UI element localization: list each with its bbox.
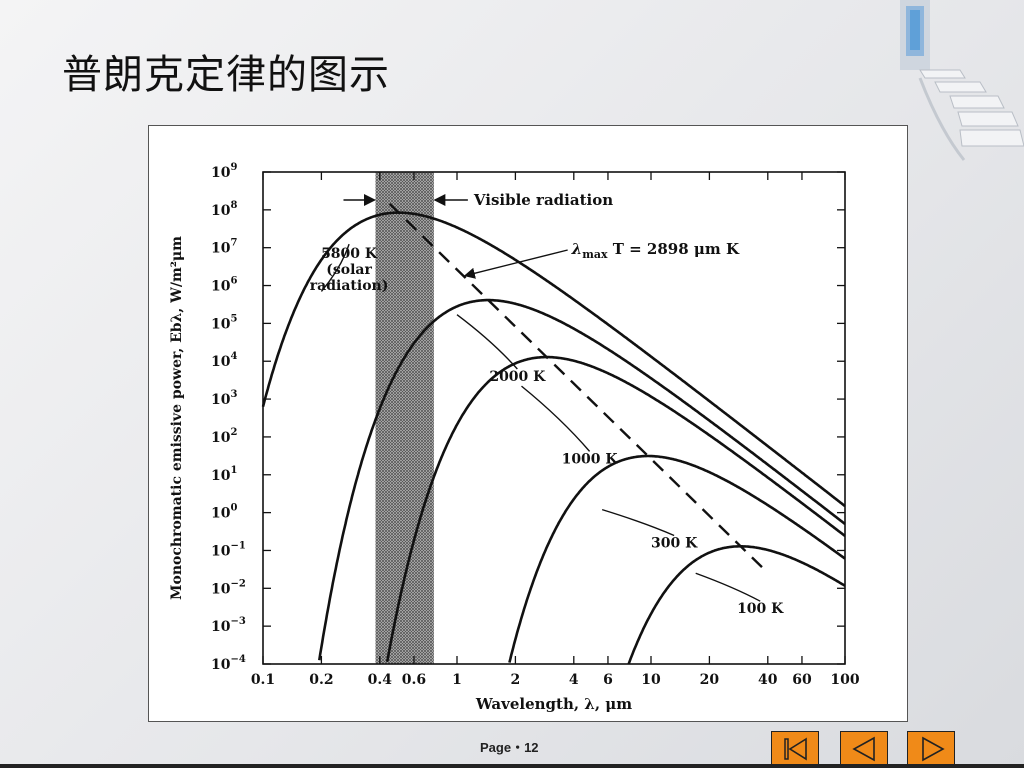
y-tick-label: 101	[211, 465, 237, 484]
y-tick-label: 104	[211, 351, 237, 370]
x-tick-label: 0.4	[368, 672, 393, 688]
x-tick-label: 0.2	[309, 672, 333, 688]
planck-chart: Visible radiation λmax T = 2898 μm K 580…	[148, 125, 908, 722]
label-leader	[456, 314, 518, 370]
y-tick-label: 10−3	[211, 616, 246, 635]
curve-label: 2000 K	[489, 369, 546, 385]
x-tick-label: 1	[452, 672, 462, 688]
x-tick-label: 2	[511, 672, 521, 688]
axis-ticks	[262, 171, 846, 665]
svg-text:λmax T = 2898 μm K: λmax T = 2898 μm K	[571, 240, 740, 261]
y-tick-label: 105	[211, 313, 237, 332]
previous-slide-button[interactable]	[840, 731, 888, 765]
y-tick-label: 100	[211, 503, 237, 522]
planck-chart-svg: Visible radiation λmax T = 2898 μm K 580…	[169, 162, 860, 713]
curve-label: 1000 K	[562, 451, 619, 467]
max-line-leader	[463, 249, 568, 279]
x-tick-label: 20	[700, 672, 720, 688]
curve-1000k	[385, 355, 846, 663]
staircase-decoration	[900, 0, 1024, 161]
curve-5800k	[261, 211, 846, 508]
curve-label: 300 K	[651, 535, 698, 551]
x-tick-label: 6	[603, 672, 613, 688]
y-tick-label: 107	[211, 238, 237, 257]
y-tick-label: 106	[211, 276, 237, 295]
plot-frame	[262, 171, 846, 665]
first-slide-icon	[784, 737, 807, 761]
x-tick-label: 0.6	[402, 672, 426, 688]
previous-slide-icon	[852, 736, 875, 762]
curve-label: 100 K	[737, 601, 784, 617]
y-tick-label: 10−2	[211, 578, 246, 597]
curve-2000k	[318, 298, 846, 661]
visible-radiation-label: Visible radiation	[473, 191, 613, 209]
next-slide-icon	[922, 736, 945, 762]
curves-group	[261, 211, 846, 665]
x-tick-labels: 0.1 0.2 0.4 0.6 1 2 4 6 10 20 40 60 100	[251, 672, 860, 688]
label-leader	[320, 243, 350, 292]
y-tick-labels: 109 108 107 106 105 104 103 102 101 100 10−1 10−2 10…	[211, 162, 246, 673]
curve-label: 5800 K	[321, 246, 378, 262]
visible-band	[375, 172, 434, 664]
wien-max-line	[388, 203, 769, 574]
label-leader	[601, 508, 675, 537]
curve-100k	[627, 545, 846, 665]
x-tick-label: 40	[758, 672, 778, 688]
x-tick-label: 0.1	[251, 672, 275, 688]
max-line-label: λmax T = 2898 μm K	[571, 240, 740, 261]
y-tick-label: 102	[211, 427, 237, 446]
x-tick-label: 100	[830, 672, 859, 688]
x-axis-label: Wavelength, λ, μm	[475, 695, 632, 713]
curve-label: (solar	[326, 262, 372, 278]
x-tick-label: 60	[792, 672, 812, 688]
first-slide-button[interactable]	[771, 731, 819, 765]
page-number: Page・12	[480, 740, 539, 755]
y-axis-label: Monochromatic emissive power, Ebλ, W/m²μ…	[169, 236, 185, 600]
label-leader	[521, 385, 591, 452]
y-tick-label: 108	[211, 200, 237, 219]
x-tick-label: 4	[569, 672, 579, 688]
y-tick-label: 103	[211, 389, 237, 408]
next-slide-button[interactable]	[907, 731, 955, 765]
y-tick-label: 10−1	[211, 540, 246, 559]
y-tick-label: 109	[211, 162, 237, 181]
label-leader	[695, 572, 761, 602]
curve-300k	[508, 454, 846, 663]
bottom-rule	[0, 764, 1024, 768]
y-tick-label: 10−4	[211, 654, 246, 673]
x-tick-label: 10	[641, 672, 661, 688]
curve-label: radiation)	[310, 278, 389, 294]
slide-title: 普朗克定律的图示	[62, 52, 390, 98]
